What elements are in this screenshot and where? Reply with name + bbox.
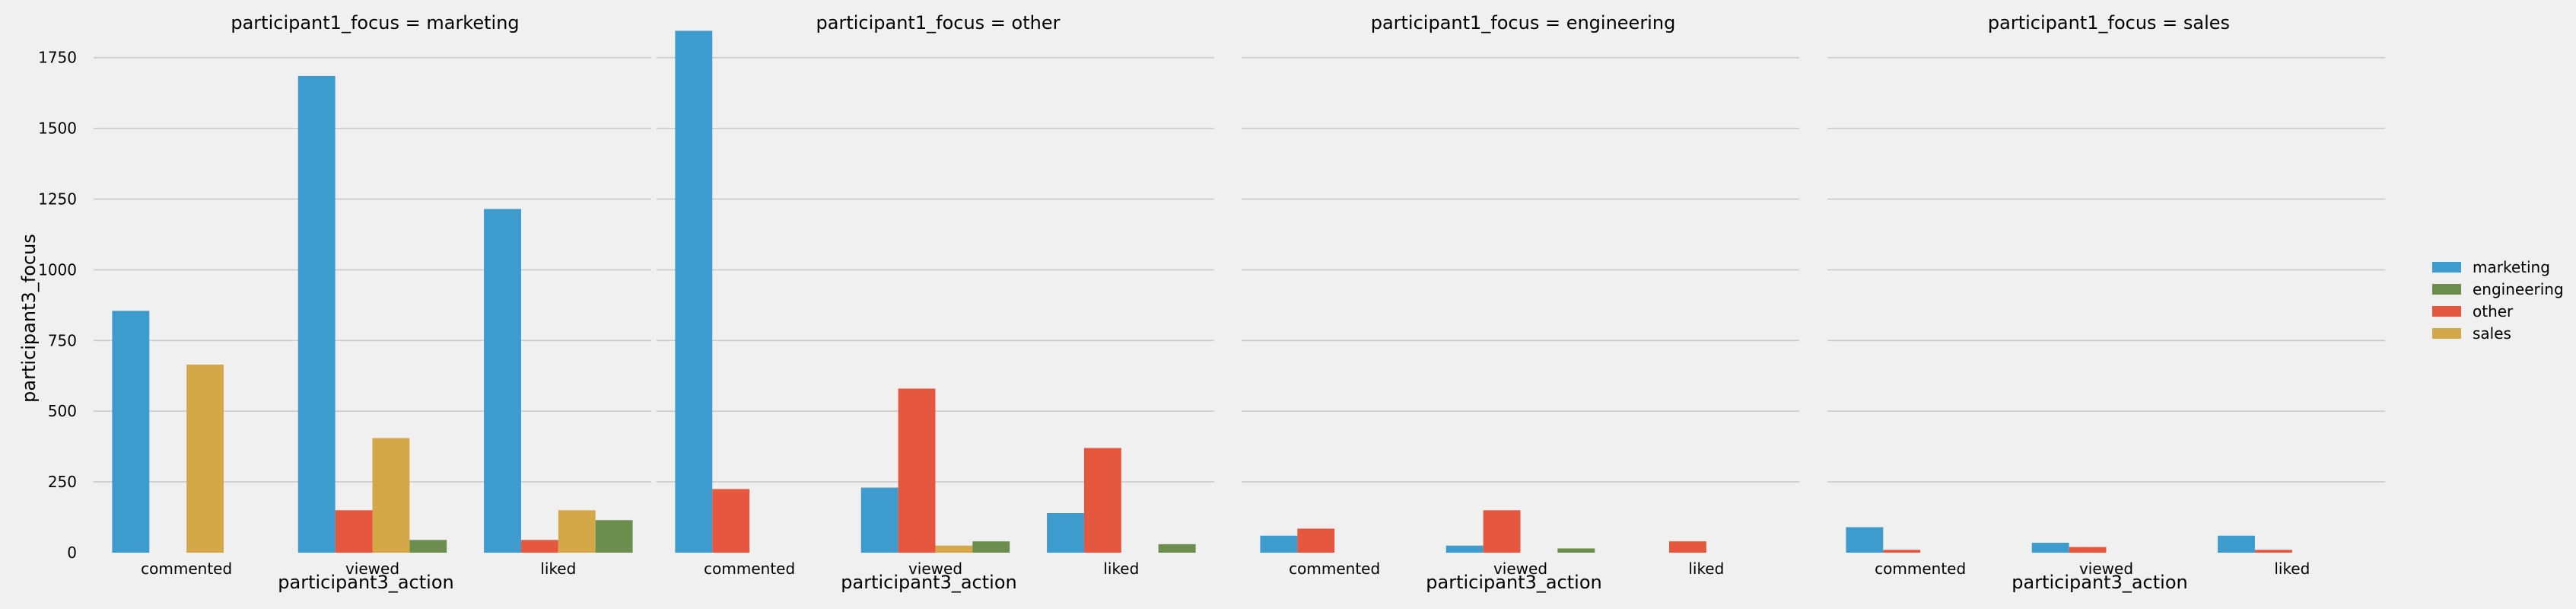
y-tick-label: 500	[48, 402, 77, 420]
bar-other-viewed	[898, 388, 936, 553]
x-tick-label: commented	[1289, 560, 1380, 578]
bar-sales-viewed	[935, 545, 973, 553]
bar-engineering-viewed	[972, 541, 1010, 553]
bar-other-viewed	[2069, 547, 2107, 553]
y-tick-label: 1250	[38, 190, 77, 209]
y-tick-label: 1500	[38, 120, 77, 138]
bar-marketing-liked	[2218, 535, 2255, 553]
bar-other-commented	[1297, 528, 1335, 553]
legend-label-marketing: marketing	[2473, 258, 2550, 276]
bar-engineering-liked	[1158, 544, 1196, 553]
x-axis-label: participant3_action	[1426, 572, 1601, 593]
bar-engineering-viewed	[1557, 548, 1595, 553]
legend-swatch-other	[2432, 306, 2461, 317]
bar-marketing-commented	[1846, 527, 1884, 553]
legend-swatch-sales	[2432, 328, 2461, 339]
y-tick-label: 1000	[38, 260, 77, 279]
x-axis-label: participant3_action	[841, 572, 1016, 593]
legend-label-engineering: engineering	[2473, 280, 2564, 298]
bar-engineering-viewed	[409, 540, 447, 553]
bar-marketing-liked	[484, 209, 521, 553]
x-tick-label: viewed	[345, 560, 399, 578]
panel-title: participant1_focus = engineering	[1371, 12, 1676, 33]
bar-marketing-viewed	[860, 487, 898, 553]
panel-engineering: participant1_focus = engineering commente…	[1242, 12, 1799, 593]
bar-marketing-commented	[1260, 535, 1298, 553]
y-tick-label: 1750	[38, 49, 77, 67]
panel-other: participant1_focus = other commented viewe…	[657, 12, 1214, 593]
x-tick-label: commented	[704, 560, 795, 578]
x-tick-label: liked	[540, 560, 576, 578]
legend-swatch-marketing	[2432, 262, 2461, 273]
bar-sales-viewed	[372, 438, 410, 553]
bar-other-liked	[1668, 541, 1706, 553]
panel-sales: participant1_focus = sales commented viewe…	[1827, 12, 2385, 593]
bar-marketing-viewed	[297, 75, 336, 553]
bar-engineering-liked	[595, 520, 633, 553]
y-axis-label: participant3_focus	[18, 234, 40, 403]
bar-other-liked	[1083, 448, 1121, 553]
panel-marketing: 0 250 500 750 1000 1250 1500 1750 participant1_f…	[38, 12, 651, 593]
bar-marketing-commented	[112, 311, 150, 553]
chart-panels: 0 250 500 750 1000 1250 1500 1750 participant1_f…	[38, 12, 2385, 593]
bar-marketing-viewed	[2031, 542, 2069, 553]
x-tick-label: viewed	[1493, 560, 1547, 578]
y-tick-label: 250	[48, 473, 77, 491]
legend-swatch-engineering	[2432, 284, 2461, 295]
panel-title: participant1_focus = other	[816, 12, 1061, 33]
x-tick-label: viewed	[908, 560, 962, 578]
bar-other-liked	[520, 540, 558, 553]
x-tick-label: commented	[141, 560, 232, 578]
bar-other-viewed	[335, 510, 373, 553]
y-tick-label: 0	[67, 544, 77, 562]
bar-other-viewed	[1483, 510, 1521, 553]
x-tick-label: liked	[1103, 560, 1139, 578]
bar-sales-commented	[186, 364, 224, 553]
y-tick-label: 750	[48, 331, 77, 349]
x-tick-label: liked	[2274, 560, 2310, 578]
x-tick-label: viewed	[2079, 560, 2133, 578]
bar-marketing-viewed	[1445, 545, 1484, 553]
bar-marketing-liked	[1047, 512, 1084, 553]
x-axis-label: participant3_action	[278, 572, 453, 593]
x-tick-label: liked	[1688, 560, 1724, 578]
legend: marketing engineering other sales	[2432, 258, 2564, 343]
panel-title: participant1_focus = marketing	[231, 12, 519, 33]
bar-other-commented	[1883, 550, 1921, 553]
bar-marketing-commented	[675, 30, 713, 553]
bar-sales-liked	[558, 510, 596, 553]
legend-label-other: other	[2473, 302, 2514, 320]
bar-other-liked	[2254, 550, 2292, 553]
x-tick-label: commented	[1875, 560, 1966, 578]
panel-title: participant1_focus = sales	[1988, 12, 2230, 33]
legend-label-sales: sales	[2473, 324, 2511, 343]
bar-other-commented	[712, 489, 750, 553]
x-axis-label: participant3_action	[2012, 572, 2187, 593]
